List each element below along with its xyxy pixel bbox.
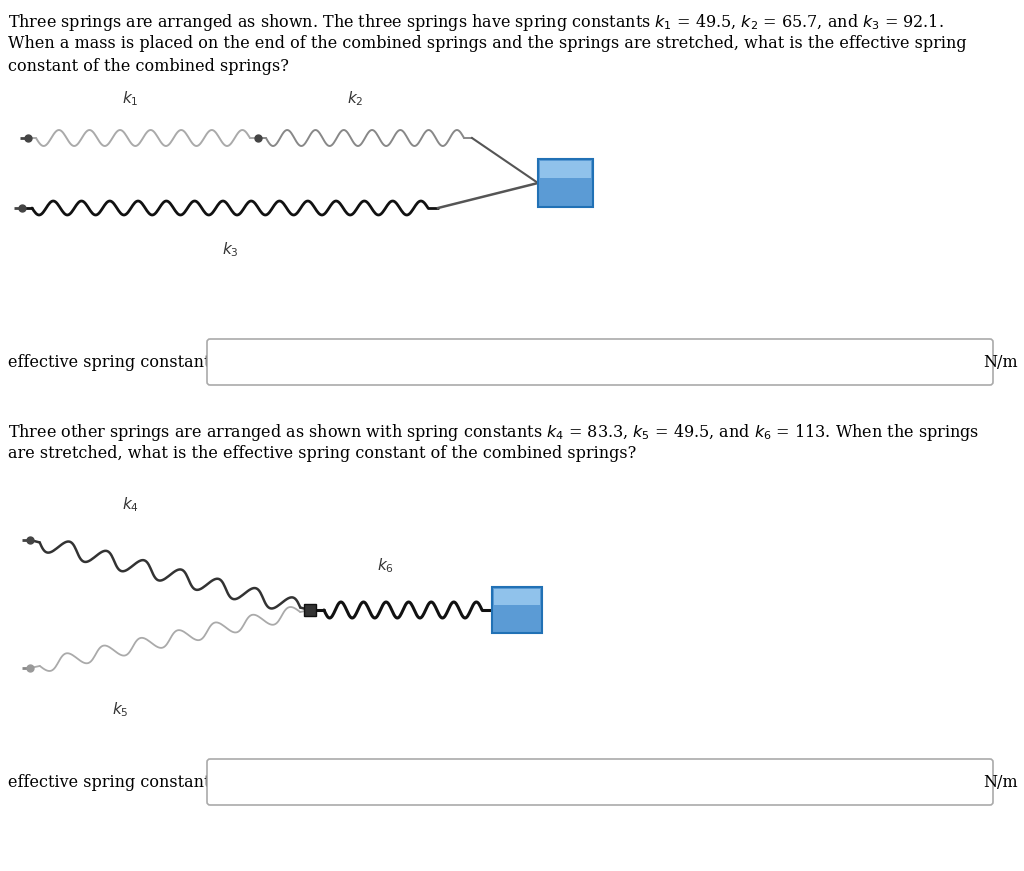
Text: N/m: N/m xyxy=(983,773,1018,791)
Text: Three springs are arranged as shown. The three springs have spring constants $k_: Three springs are arranged as shown. The… xyxy=(8,12,944,33)
Text: $k_1$: $k_1$ xyxy=(122,90,138,108)
Text: $k_6$: $k_6$ xyxy=(377,557,393,575)
Text: $k_5$: $k_5$ xyxy=(112,700,128,719)
Text: effective spring constant:: effective spring constant: xyxy=(8,773,216,791)
Text: are stretched, what is the effective spring constant of the combined springs?: are stretched, what is the effective spr… xyxy=(8,445,636,462)
Text: $k_4$: $k_4$ xyxy=(122,496,138,514)
Text: When a mass is placed on the end of the combined springs and the springs are str: When a mass is placed on the end of the … xyxy=(8,35,967,52)
Text: $k_2$: $k_2$ xyxy=(347,90,364,108)
Bar xyxy=(304,604,316,616)
Text: $k_3$: $k_3$ xyxy=(221,240,239,259)
Text: Three other springs are arranged as shown with spring constants $k_4$ = 83.3, $k: Three other springs are arranged as show… xyxy=(8,422,979,443)
Bar xyxy=(538,159,593,207)
Text: N/m: N/m xyxy=(983,354,1018,370)
Bar xyxy=(492,587,542,633)
FancyBboxPatch shape xyxy=(207,759,993,805)
FancyBboxPatch shape xyxy=(207,339,993,385)
Bar xyxy=(540,161,591,178)
Text: constant of the combined springs?: constant of the combined springs? xyxy=(8,58,289,75)
Bar xyxy=(494,589,540,605)
Text: effective spring constant:: effective spring constant: xyxy=(8,354,216,370)
